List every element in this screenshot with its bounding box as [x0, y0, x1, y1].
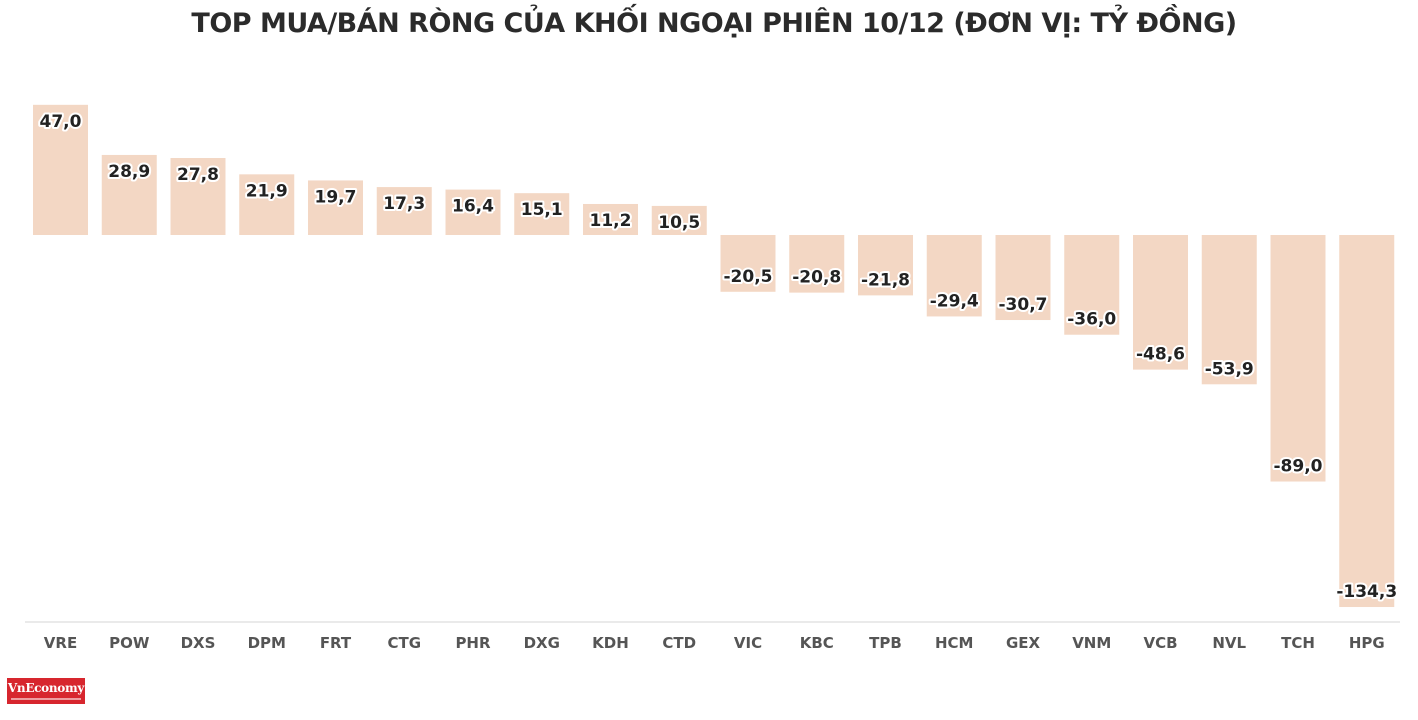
bar-frt [308, 180, 363, 235]
data-label-kdh: 11,2 [590, 211, 632, 231]
data-label-dxg: 15,1 [521, 200, 563, 220]
tick-label-vcb: VCB [1143, 634, 1177, 652]
tick-label-ctg: CTG [387, 634, 421, 652]
data-label-gex: -30,7 [999, 295, 1048, 315]
vneconomy-logo: VnEconomy [7, 678, 85, 704]
bar-dxs [170, 157, 226, 235]
tick-label-tpb: TPB [869, 634, 902, 652]
tick-label-vre: VRE [44, 634, 77, 652]
tick-label-dxs: DXS [181, 634, 216, 652]
bar-kbc [789, 235, 845, 293]
data-label-dxs: 27,8 [177, 165, 219, 185]
bar-tpb [858, 235, 913, 296]
data-label-dpm: 21,9 [246, 181, 288, 201]
tick-label-phr: PHR [455, 634, 491, 652]
tick-label-nvl: NVL [1212, 634, 1246, 652]
tick-label-vic: VIC [734, 634, 762, 652]
bar-vcb [1133, 235, 1188, 370]
data-label-nvl: -53,9 [1205, 359, 1254, 379]
bar-pow [101, 154, 157, 235]
tick-label-gex: GEX [1006, 634, 1041, 652]
tick-label-dxg: DXG [524, 634, 560, 652]
chart-title: TOP MUA/BÁN RÒNG CỦA KHỐI NGOẠI PHIÊN 10… [191, 8, 1237, 39]
tick-label-frt: FRT [320, 634, 352, 652]
data-label-vre: 47,0 [40, 112, 82, 132]
bar-dpm [239, 174, 295, 235]
data-label-tpb: -21,8 [861, 270, 910, 290]
data-label-vic: -20,5 [724, 267, 773, 287]
logo-text: VnEconomy [7, 681, 85, 695]
bar-gex [995, 235, 1051, 321]
data-label-vnm: -36,0 [1067, 310, 1116, 330]
data-label-kbc: -20,8 [792, 268, 841, 288]
data-label-phr: 16,4 [452, 197, 494, 217]
tick-label-kbc: KBC [800, 634, 834, 652]
data-label-frt: 19,7 [315, 187, 357, 207]
bar-vre [33, 104, 88, 235]
tick-label-ctd: CTD [662, 634, 696, 652]
bar-ctg [376, 187, 432, 235]
tick-label-hcm: HCM [935, 634, 974, 652]
bar-hcm [926, 235, 982, 317]
data-label-ctg: 17,3 [383, 194, 425, 214]
data-label-ctd: 10,5 [658, 213, 700, 233]
data-label-hpg: -134,3 [1336, 582, 1397, 602]
data-label-tch: -89,0 [1274, 457, 1323, 477]
bar-kdh [583, 203, 638, 235]
bar-hpg [1339, 235, 1395, 608]
tick-label-dpm: DPM [248, 634, 286, 652]
data-label-pow: 28,9 [108, 162, 150, 182]
bar-tch [1270, 235, 1326, 482]
tick-label-tch: TCH [1281, 634, 1315, 652]
bar-phr [445, 189, 501, 235]
bar-nvl [1201, 235, 1257, 385]
bar-vnm [1064, 235, 1120, 335]
tick-label-hpg: HPG [1349, 634, 1385, 652]
data-label-hcm: -29,4 [930, 291, 979, 311]
logo-underline [11, 698, 81, 700]
tick-label-kdh: KDH [592, 634, 629, 652]
tick-label-vnm: VNM [1072, 634, 1111, 652]
tick-label-pow: POW [109, 634, 150, 652]
bar-vic [720, 235, 776, 292]
bar-ctd [651, 205, 707, 235]
data-label-vcb: -48,6 [1136, 345, 1185, 365]
bar-dxg [514, 193, 570, 235]
